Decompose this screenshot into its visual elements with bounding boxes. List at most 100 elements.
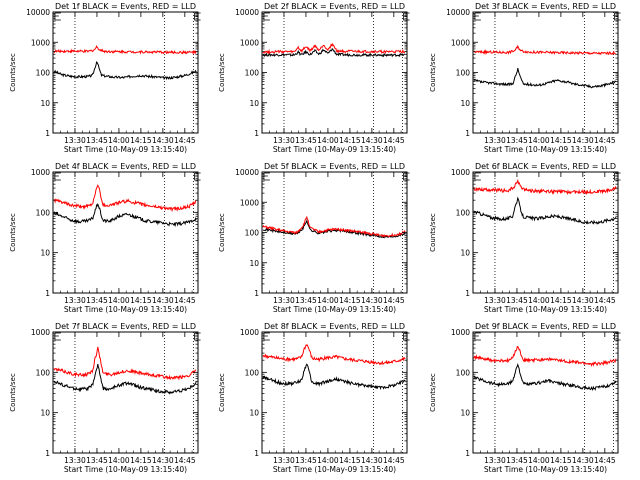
chart-title: Det 5f BLACK = Events, RED = LLD bbox=[264, 162, 405, 171]
plot-frame bbox=[472, 331, 619, 454]
x-tick-label: 14:45 bbox=[174, 296, 196, 305]
y-tick-label: 100 bbox=[456, 368, 471, 377]
x-tick-label: 14:00 bbox=[528, 296, 550, 305]
plot-frame bbox=[52, 331, 199, 454]
y-tick-label: 1000 bbox=[240, 328, 259, 337]
plot-frame bbox=[52, 171, 199, 294]
x-tick-label: 13:45 bbox=[506, 296, 528, 305]
x-tick-label: 14:30 bbox=[361, 456, 383, 465]
series-line-events bbox=[262, 363, 406, 391]
chart-panel-9: Det 9f BLACK = Events, RED = LLD 1 10 100 10… bbox=[429, 322, 621, 474]
x-tick-label: 14:30 bbox=[152, 456, 174, 465]
x-tick-label: 14:15 bbox=[550, 456, 572, 465]
y-tick-label: 10 bbox=[249, 259, 259, 268]
series-line-events bbox=[473, 362, 617, 392]
x-tick-label: 14:15 bbox=[550, 136, 572, 145]
y-axis-label: Counts/sec bbox=[218, 373, 226, 412]
chart-title: Det 6f BLACK = Events, RED = LLD bbox=[475, 162, 616, 171]
chart-title: Det 1f BLACK = Events, RED = LLD bbox=[55, 2, 196, 11]
x-tick-label: 14:30 bbox=[361, 296, 383, 305]
x-axis-label: Start Time (10-May-09 13:15:40) bbox=[273, 465, 396, 474]
y-tick-label: 1000 bbox=[31, 328, 50, 337]
chart-panel-4: Det 4f BLACK = Events, RED = LLD 1 10 100 10… bbox=[9, 162, 201, 314]
marker-glyph bbox=[194, 12, 201, 21]
x-tick-label: 14:45 bbox=[594, 456, 616, 465]
x-tick-label: 14:45 bbox=[594, 296, 616, 305]
x-tick-label: 13:45 bbox=[86, 296, 108, 305]
marker-glyph bbox=[474, 172, 481, 181]
y-axis-label: Counts/sec bbox=[429, 213, 437, 252]
y-tick-label: 1 bbox=[465, 449, 470, 458]
y-tick-label: 100 bbox=[36, 208, 51, 217]
x-tick-label: 13:30 bbox=[64, 136, 86, 145]
x-tick-label: 14:45 bbox=[383, 296, 405, 305]
x-tick-label: 13:45 bbox=[295, 456, 317, 465]
series-line-events bbox=[53, 363, 197, 395]
x-tick-label: 14:00 bbox=[108, 296, 130, 305]
x-tick-label: 14:30 bbox=[572, 296, 594, 305]
y-tick-label: 1000 bbox=[451, 38, 470, 47]
x-tick-label: 14:45 bbox=[383, 456, 405, 465]
series-line-lld bbox=[53, 346, 197, 381]
chart-panel-1: Det 1f BLACK = Events, RED = LLD 1 10 100 10… bbox=[9, 2, 201, 154]
x-tick-label: 13:30 bbox=[484, 296, 506, 305]
x-tick-label: 14:00 bbox=[317, 456, 339, 465]
chart-title: Det 9f BLACK = Events, RED = LLD bbox=[475, 322, 616, 331]
y-tick-label: 100 bbox=[245, 229, 260, 238]
y-tick-label: 1000 bbox=[451, 168, 470, 177]
y-tick-label: 1000 bbox=[240, 198, 259, 207]
marker-glyph bbox=[263, 332, 270, 341]
series-line-lld bbox=[53, 184, 197, 213]
y-axis-label: Counts/sec bbox=[218, 213, 226, 252]
x-tick-label: 13:30 bbox=[273, 296, 295, 305]
x-axis-label: Start Time (10-May-09 13:15:40) bbox=[273, 305, 396, 314]
y-tick-label: 10 bbox=[249, 409, 259, 418]
y-tick-label: 1 bbox=[45, 449, 50, 458]
series-line-events bbox=[53, 202, 197, 228]
marker-glyph bbox=[263, 12, 270, 21]
chart-panel-6: Det 6f BLACK = Events, RED = LLD 1 10 100 10… bbox=[429, 162, 621, 314]
series-line-events bbox=[473, 67, 617, 89]
x-tick-label: 14:45 bbox=[383, 136, 405, 145]
x-tick-label: 14:15 bbox=[130, 136, 152, 145]
x-tick-label: 14:30 bbox=[572, 456, 594, 465]
plot-frame bbox=[261, 331, 408, 454]
y-tick-label: 10000 bbox=[26, 8, 50, 17]
marker-glyph bbox=[403, 12, 410, 21]
x-tick-label: 13:30 bbox=[273, 136, 295, 145]
marker-glyph bbox=[263, 172, 270, 181]
series-line-events bbox=[262, 48, 406, 58]
y-tick-label: 1 bbox=[254, 449, 259, 458]
y-tick-label: 10 bbox=[460, 99, 470, 108]
x-tick-label: 14:00 bbox=[317, 136, 339, 145]
x-tick-label: 14:15 bbox=[130, 296, 152, 305]
y-tick-label: 10 bbox=[249, 99, 259, 108]
x-tick-label: 14:15 bbox=[339, 136, 361, 145]
chart-panel-5: Det 5f BLACK = Events, RED = LLD 1 10 100 10… bbox=[218, 162, 410, 314]
y-tick-label: 100 bbox=[245, 368, 260, 377]
series-line-lld bbox=[262, 42, 406, 55]
series-line-events bbox=[53, 60, 197, 81]
chart-panel-7: Det 7f BLACK = Events, RED = LLD 1 10 100 10… bbox=[9, 322, 201, 474]
x-tick-label: 14:00 bbox=[317, 296, 339, 305]
y-tick-label: 10 bbox=[460, 409, 470, 418]
y-tick-label: 1 bbox=[254, 289, 259, 298]
x-tick-label: 14:00 bbox=[108, 456, 130, 465]
series-line-lld bbox=[473, 44, 617, 56]
y-tick-label: 100 bbox=[36, 368, 51, 377]
marker-glyph bbox=[474, 332, 481, 341]
x-tick-label: 13:45 bbox=[506, 136, 528, 145]
y-axis-label: Counts/sec bbox=[9, 213, 17, 252]
x-tick-label: 14:45 bbox=[174, 456, 196, 465]
y-axis-label: Counts/sec bbox=[218, 53, 226, 92]
chart-panel-3: Det 3f BLACK = Events, RED = LLD 1 10 100 10… bbox=[429, 2, 621, 154]
y-tick-label: 100 bbox=[456, 69, 471, 78]
x-tick-label: 14:30 bbox=[361, 136, 383, 145]
x-tick-label: 14:15 bbox=[339, 296, 361, 305]
series-line-lld bbox=[473, 178, 617, 196]
x-tick-label: 13:45 bbox=[506, 456, 528, 465]
y-tick-label: 100 bbox=[456, 208, 471, 217]
y-axis-label: Counts/sec bbox=[9, 53, 17, 92]
x-axis-label: Start Time (10-May-09 13:15:40) bbox=[484, 465, 607, 474]
